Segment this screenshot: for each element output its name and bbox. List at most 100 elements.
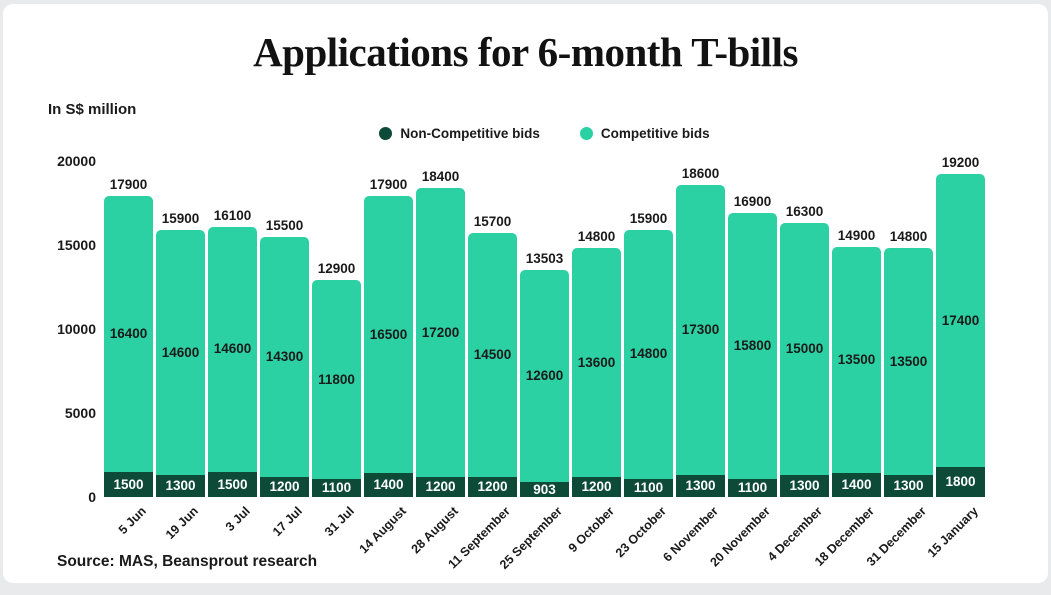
competitive-value-label: 15800 [733,338,772,354]
bar-total-label: 16300 [785,204,824,220]
bar-total-label: 16100 [213,207,252,223]
bar-segment-non-competitive: 1300 [676,475,725,497]
bar-segment-competitive: 16400 [104,196,153,472]
bar-total-label: 12900 [317,261,356,277]
bar-segment-competitive: 11800 [312,280,361,479]
bar-segment-non-competitive: 1200 [468,476,517,497]
non-competitive-value-label: 903 [533,481,556,497]
bar-total-label: 18600 [681,165,720,181]
non-competitive-value-label: 1200 [477,479,508,495]
non-competitive-value-label: 1100 [737,480,768,495]
chart-legend: Non-Competitive bids Competitive bids [104,126,985,141]
non-competitive-value-label: 1800 [945,474,976,490]
non-competitive-value-label: 1200 [425,479,456,495]
bar-total-label: 15500 [265,217,304,233]
source-note: Source: MAS, Beansprout research [57,553,318,570]
bar-segment-competitive: 13600 [572,248,621,477]
chart-title: Applications for 6-month T-bills [253,29,798,75]
non-competitive-value-label: 1300 [165,478,196,494]
bar-segment-non-competitive: 1400 [364,473,413,497]
competitive-value-label: 16500 [369,327,408,343]
competitive-value-label: 17200 [421,324,460,340]
bar-segment-competitive: 14800 [624,229,673,479]
non-competitive-value-label: 1500 [217,476,248,492]
competitive-value-label: 17300 [681,322,720,338]
bar-segment-non-competitive: 1200 [260,476,309,497]
legend-item-non-competitive: Non-Competitive bids [379,126,540,141]
bar-segment-competitive: 13500 [884,248,933,476]
bar-total-label: 16900 [733,194,772,210]
bar-segment-competitive: 17200 [416,187,465,477]
competitive-value-label: 14600 [161,344,200,360]
legend-swatch-competitive-icon [579,127,593,140]
competitive-value-label: 12600 [525,368,564,384]
bar-segment-competitive: 14600 [208,226,257,472]
legend-label-non-competitive: Non-Competitive bids [400,126,540,141]
bar-segment-competitive: 13500 [832,246,881,474]
bar-segment-competitive: 17400 [936,174,985,467]
non-competitive-value-label: 1200 [269,479,300,495]
bar-segment-non-competitive: 1100 [312,478,361,497]
bar-total-label: 14800 [577,229,616,245]
y-axis-tick-label: 15000 [57,237,96,253]
bar-segment-non-competitive: 1500 [104,471,153,497]
bar-total-label: 19200 [941,155,980,171]
competitive-value-label: 13600 [577,354,616,370]
non-competitive-value-label: 1100 [633,480,664,495]
competitive-value-label: 13500 [837,352,876,368]
competitive-value-label: 17400 [941,312,980,328]
non-competitive-value-label: 1300 [685,478,716,494]
bar-segment-competitive: 14300 [260,236,309,477]
bar-total-label: 14900 [837,227,876,243]
non-competitive-value-label: 1500 [113,476,144,492]
competitive-value-label: 14800 [629,346,668,362]
bar-total-label: 13503 [525,251,564,267]
y-axis-tick-label: 5000 [64,405,96,421]
bar-segment-competitive: 17300 [676,184,725,476]
bar-total-label: 15700 [473,214,512,230]
competitive-value-label: 13500 [889,354,928,369]
competitive-value-label: 14500 [473,347,512,363]
bar-segment-competitive: 12600 [520,270,569,482]
bar-total-label: 17900 [109,177,148,193]
competitive-value-label: 11800 [318,371,355,387]
bar-segment-non-competitive: 1100 [624,478,673,497]
bar-segment-non-competitive: 1200 [572,476,621,497]
bar-segment-non-competitive: 1300 [780,475,829,497]
bar-segment-non-competitive: 1400 [832,473,881,497]
bar-segment-competitive: 15800 [728,213,777,479]
y-axis-unit-label: In S$ million [48,101,137,118]
bar-segment-non-competitive: 1100 [728,478,777,497]
non-competitive-value-label: 1300 [789,478,820,494]
non-competitive-value-label: 1300 [893,478,924,494]
bar-total-label: 15900 [629,210,668,226]
bar-segment-competitive: 14600 [156,229,205,476]
bar-total-label: 14800 [889,229,928,245]
bar-segment-competitive: 15000 [780,223,829,476]
bar-segment-competitive: 16500 [364,196,413,474]
legend-item-competitive: Competitive bids [579,126,710,141]
non-competitive-value-label: 1400 [841,477,872,493]
bar-segment-non-competitive: 1500 [208,471,257,497]
bar-segment-non-competitive: 1300 [156,475,205,497]
non-competitive-value-label: 1400 [373,477,404,493]
bar-segment-competitive: 14500 [468,233,517,477]
legend-label-competitive: Competitive bids [600,126,710,141]
y-axis-tick-label: 20000 [57,153,96,169]
competitive-value-label: 14300 [265,348,304,364]
competitive-value-label: 15000 [785,341,824,357]
bar-total-label: 18400 [421,168,460,184]
competitive-value-label: 14600 [213,341,252,357]
bar-segment-non-competitive: 1800 [936,466,985,497]
competitive-value-label: 16400 [109,326,148,342]
bar-total-label: 15900 [161,210,200,226]
bar-segment-non-competitive: 1300 [884,475,933,497]
y-axis-tick-label: 0 [88,489,96,505]
bar-segment-non-competitive: 1200 [416,476,465,497]
bar-total-label: 17900 [369,177,408,193]
y-axis-tick-label: 10000 [57,321,96,337]
non-competitive-value-label: 1100 [321,480,352,495]
non-competitive-value-label: 1200 [581,479,612,495]
bar-segment-non-competitive: 903 [520,481,569,497]
